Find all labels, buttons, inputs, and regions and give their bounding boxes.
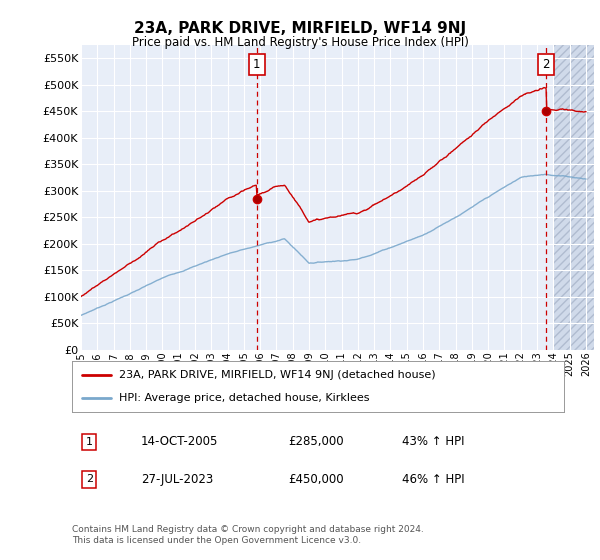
Bar — [553, 45, 594, 350]
Text: 14-OCT-2005: 14-OCT-2005 — [141, 435, 218, 449]
Text: £450,000: £450,000 — [289, 473, 344, 486]
Text: 46% ↑ HPI: 46% ↑ HPI — [401, 473, 464, 486]
Text: Contains HM Land Registry data © Crown copyright and database right 2024.
This d: Contains HM Land Registry data © Crown c… — [72, 525, 424, 545]
Text: 23A, PARK DRIVE, MIRFIELD, WF14 9NJ (detached house): 23A, PARK DRIVE, MIRFIELD, WF14 9NJ (det… — [119, 370, 436, 380]
Text: Price paid vs. HM Land Registry's House Price Index (HPI): Price paid vs. HM Land Registry's House … — [131, 36, 469, 49]
Text: £285,000: £285,000 — [289, 435, 344, 449]
Text: 2: 2 — [542, 58, 550, 71]
Text: 2: 2 — [86, 474, 93, 484]
Text: 1: 1 — [253, 58, 260, 71]
Text: 23A, PARK DRIVE, MIRFIELD, WF14 9NJ: 23A, PARK DRIVE, MIRFIELD, WF14 9NJ — [134, 21, 466, 36]
Text: 1: 1 — [86, 437, 93, 447]
Text: 27-JUL-2023: 27-JUL-2023 — [141, 473, 213, 486]
Text: HPI: Average price, detached house, Kirklees: HPI: Average price, detached house, Kirk… — [119, 393, 369, 403]
Text: 43% ↑ HPI: 43% ↑ HPI — [401, 435, 464, 449]
